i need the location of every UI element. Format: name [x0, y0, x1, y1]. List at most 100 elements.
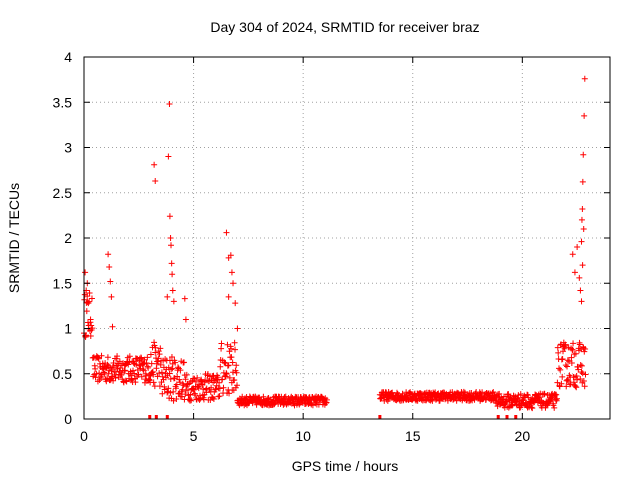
data-point	[140, 367, 147, 374]
y-tick-label: 1.5	[53, 275, 73, 291]
data-point	[229, 359, 236, 366]
data-point	[225, 362, 232, 369]
y-tick-label: 2.5	[53, 185, 73, 201]
data-point	[145, 364, 152, 371]
data-point	[139, 366, 146, 373]
data-point	[181, 295, 188, 302]
zero-data-point	[505, 415, 509, 419]
data-point	[133, 361, 140, 368]
data-point	[151, 383, 158, 390]
data-point	[135, 371, 142, 378]
axis-ticks: 0 5 10 15 20 0 0.5 1 1.5 2 2.5 3 3.5 4	[53, 49, 610, 444]
data-point	[580, 225, 587, 232]
grid-lines	[84, 57, 610, 419]
data-point	[200, 386, 207, 393]
data-point	[168, 242, 175, 249]
data-point	[170, 388, 177, 395]
data-point	[226, 374, 233, 381]
data-point	[231, 376, 238, 383]
data-point	[567, 381, 574, 388]
data-point	[192, 378, 199, 385]
data-point	[557, 366, 564, 373]
data-point	[192, 392, 199, 399]
data-point	[104, 354, 111, 361]
x-axis-label: GPS time / hours	[292, 458, 399, 474]
data-point	[167, 376, 174, 383]
data-point	[223, 229, 230, 236]
data-point	[231, 339, 238, 346]
data-point	[529, 405, 536, 412]
data-point	[220, 384, 227, 391]
zero-data-point	[514, 415, 518, 419]
data-point	[168, 354, 175, 361]
data-point	[98, 352, 105, 359]
data-point	[555, 349, 562, 356]
data-point	[156, 351, 163, 358]
data-point	[165, 385, 172, 392]
data-point	[578, 298, 585, 305]
data-point	[570, 340, 577, 347]
data-point	[479, 389, 486, 396]
data-point	[104, 361, 111, 368]
data-point	[156, 383, 163, 390]
chart-title: Day 304 of 2024, SRMTID for receiver bra…	[210, 19, 479, 35]
data-point	[569, 251, 576, 258]
data-point	[166, 101, 173, 108]
data-point	[92, 374, 99, 381]
data-point	[223, 371, 230, 378]
data-point	[568, 354, 575, 361]
data-point	[209, 394, 216, 401]
data-point	[572, 350, 579, 357]
data-point	[578, 238, 585, 245]
data-point	[150, 371, 157, 378]
data-point	[168, 366, 175, 373]
data-point	[553, 391, 560, 398]
data-point	[86, 290, 93, 297]
data-point	[197, 395, 204, 402]
data-point	[565, 377, 572, 384]
data-point	[578, 362, 585, 369]
data-point	[524, 391, 531, 398]
data-point	[92, 365, 99, 372]
data-point	[226, 390, 233, 397]
data-point	[563, 383, 570, 390]
data-point	[243, 394, 250, 401]
data-point	[147, 373, 154, 380]
data-point	[581, 383, 588, 390]
data-point	[105, 370, 112, 377]
x-tick-label: 10	[295, 428, 311, 444]
data-point	[234, 382, 241, 389]
data-point	[169, 271, 176, 278]
data-point	[87, 333, 94, 340]
data-point	[579, 178, 586, 185]
y-tick-label: 0	[64, 411, 72, 427]
data-point	[107, 278, 114, 285]
data-point	[159, 373, 166, 380]
data-point	[483, 396, 490, 403]
data-point	[167, 235, 174, 241]
data-point	[541, 390, 548, 397]
y-axis-label: SRMTID / TECUs	[6, 183, 22, 293]
data-point	[577, 287, 584, 294]
data-point	[580, 151, 587, 158]
data-point	[228, 345, 235, 352]
y-tick-label: 1	[64, 321, 72, 337]
data-point	[571, 269, 578, 276]
data-point	[98, 374, 105, 381]
data-point	[579, 206, 586, 213]
data-point	[166, 213, 173, 220]
data-point	[219, 376, 226, 383]
zero-data-point	[154, 415, 158, 419]
data-point	[232, 300, 239, 307]
data-point	[194, 374, 201, 381]
data-point	[138, 373, 145, 380]
data-point	[167, 389, 174, 396]
data-point	[180, 382, 187, 389]
zero-data-point	[148, 415, 152, 419]
data-point	[85, 300, 92, 307]
data-point	[182, 316, 189, 323]
data-point	[147, 351, 154, 358]
data-point	[152, 177, 159, 184]
data-point	[86, 298, 93, 305]
data-point	[111, 372, 118, 379]
